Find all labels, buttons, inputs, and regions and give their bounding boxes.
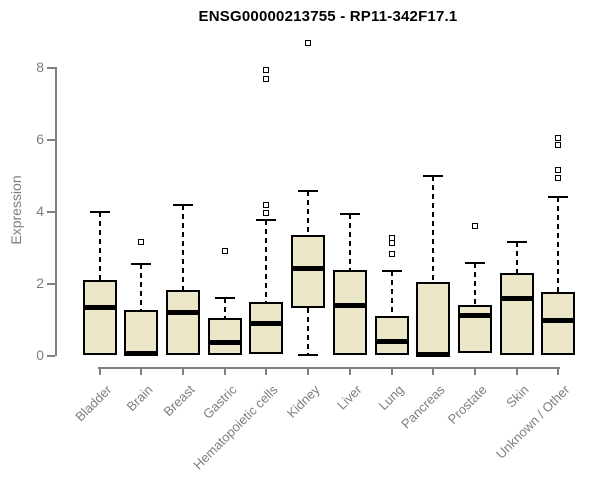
box-brain: [124, 310, 159, 355]
outlier-lung: [388, 240, 395, 247]
chart-title: ENSG00000213755 - RP11-342F17.1: [198, 8, 458, 25]
outlier-hematopoietic-cells: [263, 209, 270, 216]
whisker-cap-upper-gastric: [214, 297, 235, 299]
outlier-kidney: [305, 39, 312, 46]
outlier-hematopoietic-cells: [263, 66, 270, 73]
x-tick: [223, 369, 226, 375]
y-tick: [47, 282, 55, 285]
whisker-upper-breast: [181, 204, 184, 291]
outlier-prostate: [471, 223, 478, 230]
x-tick: [140, 369, 143, 375]
outlier-lung: [388, 250, 395, 257]
whisker-cap-upper-kidney: [298, 189, 319, 192]
outlier-brain: [138, 239, 145, 246]
y-tick: [47, 354, 55, 357]
box-skin: [499, 273, 534, 355]
outlier-hematopoietic-cells: [263, 201, 270, 208]
y-tick: [47, 138, 55, 141]
median-prostate: [457, 312, 492, 318]
x-tick: [307, 369, 310, 375]
whisker-cap-upper-unknown-other: [548, 196, 569, 199]
whisker-cap-upper-lung: [381, 270, 402, 273]
median-hematopoietic-cells: [249, 321, 284, 327]
median-lung: [374, 339, 409, 345]
y-axis-line: [55, 67, 57, 357]
box-liver: [332, 269, 367, 355]
y-tick-label: 4: [36, 202, 44, 219]
outlier-gastric: [221, 247, 228, 254]
y-tick: [47, 210, 55, 213]
box-hematopoietic-cells: [249, 301, 284, 355]
y-tick-label: 2: [36, 274, 44, 291]
box-gastric: [207, 318, 242, 355]
whisker-upper-liver: [348, 213, 351, 270]
whisker-upper-prostate: [473, 263, 476, 305]
outlier-unknown-other: [555, 135, 562, 142]
box-breast: [165, 290, 200, 355]
median-breast: [165, 309, 200, 315]
x-tick: [181, 369, 184, 375]
whisker-upper-gastric: [223, 298, 226, 319]
outlier-hematopoietic-cells: [263, 75, 270, 82]
whisker-cap-lower-kidney: [298, 353, 319, 356]
x-tick: [390, 369, 393, 375]
whisker-cap-upper-hematopoietic-cells: [256, 219, 277, 222]
box-pancreas: [416, 281, 451, 355]
whisker-cap-upper-prostate: [464, 262, 485, 265]
median-brain: [124, 350, 159, 356]
median-skin: [499, 296, 534, 302]
y-tick-label: 8: [36, 59, 44, 76]
whisker-cap-upper-breast: [172, 203, 193, 206]
whisker-upper-skin: [515, 241, 518, 274]
whisker-lower-kidney: [307, 307, 310, 355]
median-unknown-other: [541, 317, 576, 323]
y-tick: [47, 67, 55, 70]
whisker-upper-pancreas: [432, 175, 435, 282]
whisker-upper-hematopoietic-cells: [265, 220, 268, 302]
whisker-upper-bladder: [98, 212, 101, 280]
x-tick: [557, 369, 560, 375]
whisker-upper-brain: [140, 263, 143, 311]
whisker-cap-upper-pancreas: [423, 174, 444, 177]
whisker-cap-upper-liver: [339, 212, 360, 215]
x-tick: [432, 369, 435, 375]
x-tick: [515, 369, 518, 375]
y-tick-label: 6: [36, 130, 44, 147]
whisker-upper-kidney: [307, 190, 310, 235]
x-axis-line: [97, 367, 561, 369]
box-unknown-other: [541, 291, 576, 355]
outlier-unknown-other: [555, 167, 562, 174]
whisker-upper-lung: [390, 271, 393, 316]
outlier-unknown-other: [555, 142, 562, 149]
outlier-unknown-other: [555, 174, 562, 181]
box-lung: [374, 315, 409, 355]
x-tick: [265, 369, 268, 375]
whisker-upper-unknown-other: [557, 197, 560, 292]
whisker-cap-upper-skin: [506, 240, 527, 243]
outlier-lung: [388, 234, 395, 241]
x-tick: [473, 369, 476, 375]
whisker-cap-upper-brain: [131, 262, 152, 265]
median-pancreas: [416, 351, 451, 357]
median-liver: [332, 303, 367, 309]
x-tick: [98, 369, 101, 375]
y-tick-label: 0: [36, 346, 44, 363]
median-gastric: [207, 339, 242, 345]
x-tick: [348, 369, 351, 375]
whisker-cap-upper-bladder: [89, 211, 110, 214]
box-kidney: [291, 234, 326, 308]
box-bladder: [82, 279, 117, 355]
median-kidney: [291, 265, 326, 271]
median-bladder: [82, 305, 117, 311]
